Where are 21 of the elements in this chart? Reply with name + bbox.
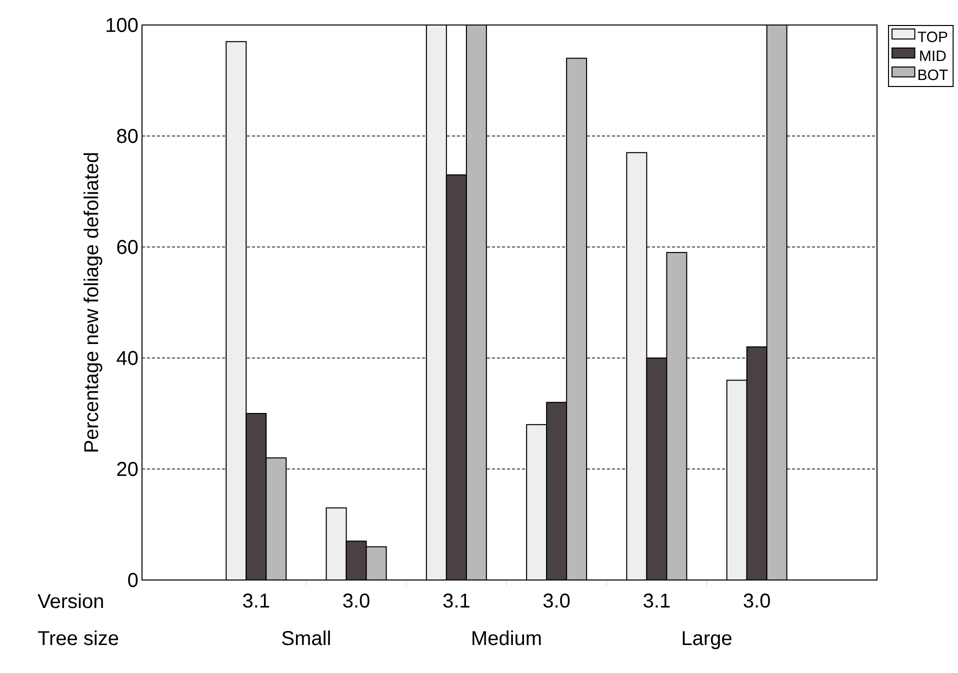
y-tick-label: 80 — [117, 128, 138, 144]
text: Medium — [472, 630, 541, 646]
legend-label: MID — [920, 50, 946, 61]
y-tick-label: 20 — [117, 462, 138, 476]
text: Version — [38, 594, 103, 608]
legend-label: TOP — [918, 32, 948, 42]
y-tick-label: 100 — [106, 18, 138, 32]
text: Large — [682, 631, 732, 650]
x-tick-label: 3.1 — [243, 594, 270, 608]
y-tick-label: 0 — [128, 572, 138, 588]
x-tick-label: 3.0 — [343, 594, 370, 608]
text: Tree size — [38, 630, 118, 646]
x-tick-label: 3.1 — [644, 594, 670, 608]
y-tick-label: 60 — [117, 240, 138, 254]
text: Small — [282, 630, 330, 646]
legend-label: BOT — [918, 70, 948, 80]
x-tick-label: 3.0 — [543, 594, 570, 608]
x-tick-label: 3.1 — [443, 594, 470, 608]
x-tick-label: 3.0 — [744, 594, 770, 608]
y-axis-title: Percentage new foliage defoliated — [84, 153, 102, 452]
y-tick-label: 40 — [116, 350, 138, 366]
